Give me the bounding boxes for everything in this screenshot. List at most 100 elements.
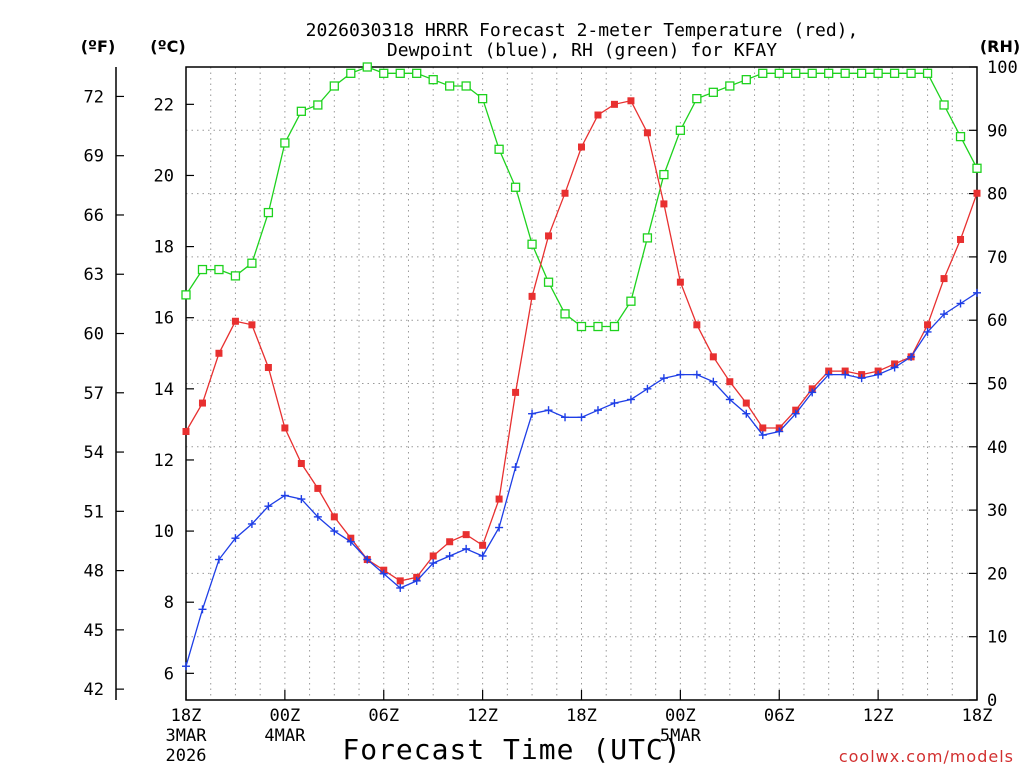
dewpoint-point — [346, 537, 355, 546]
rh-point — [477, 94, 488, 104]
rh-point — [280, 138, 290, 148]
rh-point — [675, 125, 686, 135]
temperature-point — [198, 399, 206, 407]
dewpoint-point — [857, 374, 866, 383]
temperature-point — [396, 577, 404, 585]
tick-label-layer: 4245485154576063666972681012141618202201… — [84, 58, 1018, 766]
rh-point — [807, 68, 817, 78]
rh-point — [840, 68, 850, 78]
dewpoint-point — [709, 377, 718, 386]
dewpoint-point — [445, 551, 454, 560]
dewpoint-point — [659, 374, 668, 383]
dewpoint-point — [725, 395, 734, 404]
temperature-point — [215, 349, 223, 357]
dewpoint-point — [808, 388, 817, 397]
temperature-point — [429, 552, 437, 560]
rh-tick-label: 100 — [987, 58, 1018, 78]
rh-point — [428, 75, 438, 85]
rh-point — [708, 87, 718, 97]
dewpoint-point — [973, 288, 981, 297]
grid-layer — [186, 67, 977, 700]
rh-point — [824, 68, 834, 78]
rh-point — [362, 62, 372, 72]
rh-tick-label: 0 — [987, 691, 997, 711]
dewpoint-point — [593, 406, 602, 415]
rh-point — [494, 144, 504, 154]
dewpoint-point — [544, 406, 553, 415]
x-tick-label: 06Z — [764, 706, 795, 726]
dewpoint-point — [890, 363, 899, 372]
temperature-point — [264, 363, 272, 371]
dewpoint-point — [379, 569, 388, 578]
rh-point — [296, 106, 307, 116]
fahrenheit-tick-label: 63 — [84, 265, 104, 285]
rh-point — [939, 100, 949, 110]
x-tick-date-label: 3MAR — [166, 726, 208, 746]
credit-text: coolwx.com/models — [839, 747, 1014, 766]
dewpoint-point — [264, 502, 273, 511]
temperature-point — [759, 424, 767, 432]
dewpoint-point — [182, 662, 190, 671]
temperature-point — [248, 321, 256, 329]
celsius-tick-label: 20 — [154, 166, 174, 186]
rh-point — [955, 131, 966, 142]
rh-point — [692, 94, 702, 104]
dewpoint-point — [412, 576, 421, 585]
rh-tick-label: 20 — [987, 564, 1007, 584]
x-tick-label: 12Z — [863, 706, 894, 726]
rh-tick-label: 30 — [987, 501, 1007, 521]
dewpoint-point — [429, 559, 438, 568]
dewpoint-point — [462, 544, 471, 553]
temperature-point — [726, 378, 734, 386]
rh-point — [510, 182, 521, 192]
rh-tick-label: 70 — [987, 248, 1007, 268]
x-tick-label: 18Z — [566, 706, 597, 726]
rh-point — [214, 264, 224, 275]
series-layer — [181, 62, 982, 671]
rh-point — [791, 68, 801, 78]
rh-point — [659, 169, 669, 180]
temperature-point — [281, 424, 289, 432]
dewpoint-point — [643, 384, 652, 393]
fahrenheit-tick-label: 48 — [84, 562, 104, 582]
dewpoint-point — [396, 583, 405, 592]
dewpoint-point — [297, 495, 306, 504]
temperature-point — [610, 100, 618, 108]
fahrenheit-tick-label: 54 — [84, 443, 104, 463]
celsius-tick-label: 10 — [154, 522, 174, 542]
rh-tick-label: 80 — [987, 185, 1007, 205]
x-tick-date-label: 4MAR — [264, 726, 306, 746]
temperature-point — [940, 275, 948, 283]
dewpoint-point — [610, 399, 619, 408]
dewpoint-point — [280, 491, 289, 500]
temperature-point — [446, 538, 454, 546]
celsius-tick-label: 14 — [154, 380, 174, 400]
rh-point — [329, 81, 339, 91]
celsius-unit-label: (ºC) — [150, 37, 185, 56]
dewpoint-point — [577, 413, 586, 422]
x-tick-year-label: 2026 — [166, 746, 207, 766]
rh-point — [313, 100, 323, 110]
dewpoint-point — [841, 370, 850, 379]
celsius-tick-label: 12 — [154, 451, 174, 471]
dewpoint-point — [231, 534, 240, 543]
dewpoint-point — [742, 409, 751, 418]
fahrenheit-unit-label: (ºF) — [81, 37, 116, 56]
rh-point — [642, 233, 653, 243]
rh-point — [543, 277, 554, 287]
dewpoint-point — [758, 431, 767, 440]
x-tick-label: 00Z — [665, 706, 696, 726]
rh-point — [856, 68, 867, 78]
rh-point — [741, 75, 751, 85]
rh-point — [774, 68, 784, 78]
rh-point — [461, 81, 471, 91]
fahrenheit-tick-label: 69 — [84, 147, 104, 167]
rh-unit-label: (RH) — [980, 37, 1020, 56]
temperature-point — [973, 189, 981, 197]
dewpoint-point — [478, 551, 487, 560]
dewpoint-point — [495, 523, 504, 532]
rh-point — [247, 258, 257, 268]
rh-point — [379, 68, 389, 78]
rh-point — [395, 68, 405, 78]
rh-point — [181, 290, 191, 300]
